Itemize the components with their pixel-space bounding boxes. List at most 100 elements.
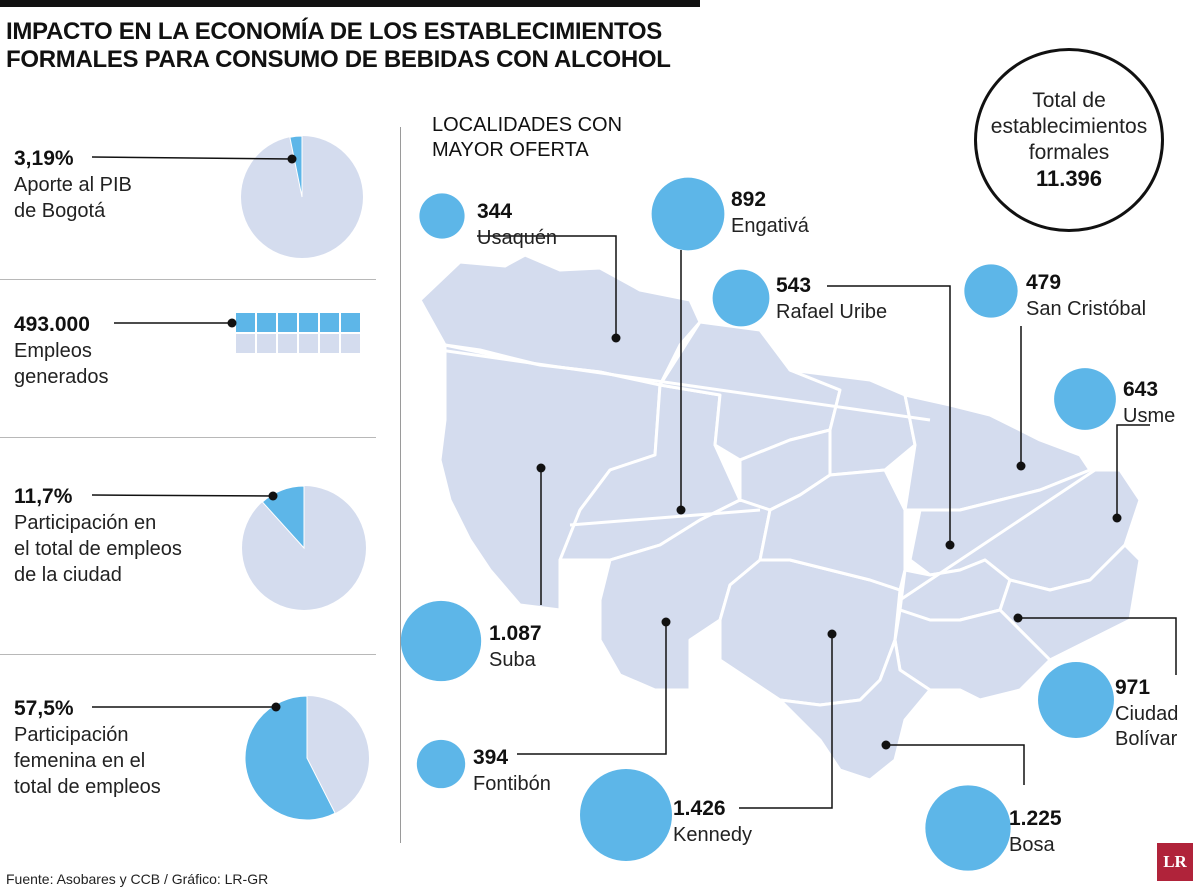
bubble-name: Rafael Uribe xyxy=(776,301,887,323)
indicator-label: de la ciudad xyxy=(14,564,122,586)
bubble-name: Ciudad xyxy=(1115,703,1178,725)
indicator-label: el total de empleos xyxy=(14,538,182,560)
leader-line xyxy=(91,156,293,160)
leader-line xyxy=(827,285,951,545)
indicator-value: 57,5% xyxy=(14,697,74,720)
bubble-name: Bosa xyxy=(1009,834,1055,856)
pictogram-cell xyxy=(299,313,318,332)
locality-san-cristóbal: 479 San Cristóbal xyxy=(964,264,1146,471)
locality-suba: 1.087 Suba xyxy=(400,463,546,682)
bubble xyxy=(925,785,1011,871)
locality-bosa: 1.225 Bosa xyxy=(881,740,1062,871)
bubble xyxy=(580,769,672,861)
locality-fontibón: 394 Fontibón xyxy=(416,617,671,795)
bubble-value: 394 xyxy=(473,746,508,769)
indicator-label: femenina en el xyxy=(14,750,146,772)
indicator-employment: 493.000 Empleos generados xyxy=(14,312,244,390)
divider xyxy=(0,437,376,438)
pictogram-cell xyxy=(257,334,276,353)
bubble-layer: 344 Usaquén 892 Engativá 543 Rafael Uribe 479 S… xyxy=(400,177,1178,871)
pie-slice-highlight xyxy=(261,485,305,550)
leader-dot xyxy=(536,463,546,473)
bubble-value: 543 xyxy=(776,274,811,297)
indicator-label: Aporte al PIB xyxy=(14,174,132,196)
lr-logo: LR xyxy=(1157,843,1193,881)
leader-dot xyxy=(1112,513,1122,523)
leader-dot xyxy=(611,333,621,343)
locality-rafael-uribe: 543 Rafael Uribe xyxy=(712,269,955,550)
bubble-name: Usaquén xyxy=(477,227,557,249)
leader-line xyxy=(517,622,667,755)
leader-dot xyxy=(287,154,297,164)
leader-line xyxy=(886,744,1025,785)
pictogram-cell xyxy=(236,313,255,332)
indicator-pib: 3,19% Aporte al PIB de Bogotá xyxy=(14,146,244,224)
locality-usaquén: 344 Usaquén xyxy=(419,193,621,343)
leader-dot xyxy=(1016,461,1026,471)
indicator-label: Empleos xyxy=(14,340,92,362)
leader-dot xyxy=(881,740,891,750)
indicator-label: total de empleos xyxy=(14,776,161,798)
total-value: 11.396 xyxy=(1035,166,1103,191)
pictogram-cell xyxy=(341,334,360,353)
bubble-name: Usme xyxy=(1123,405,1175,427)
total-label: establecimientos xyxy=(990,115,1148,138)
map-boundary-lines xyxy=(404,343,1096,602)
title-line-2: FORMALES PARA CONSUMO DE BEBIDAS CON ALC… xyxy=(6,46,671,73)
bubble-value: 1.225 xyxy=(1009,807,1062,830)
leader-line xyxy=(739,634,833,809)
indicator-value: 11,7% xyxy=(14,485,73,508)
total-establishments: Total de establecimientos formales 11.39… xyxy=(974,48,1164,232)
bubble-name: Suba xyxy=(489,649,537,671)
indicator-employment-share: 11,7% Participación en el total de emple… xyxy=(14,484,244,588)
locality-kennedy: 1.426 Kennedy xyxy=(580,629,837,861)
title-line-1: IMPACTO EN LA ECONOMÍA DE LOS ESTABLECIM… xyxy=(6,18,663,45)
top-rule xyxy=(0,0,700,7)
pictogram-cell xyxy=(278,313,297,332)
leader-dot xyxy=(227,318,237,328)
page-title: IMPACTO EN LA ECONOMÍA DE LOS ESTABLECIM… xyxy=(6,18,726,74)
indicator-label: Participación xyxy=(14,724,129,746)
map-title-line: LOCALIDADES CON xyxy=(432,114,623,136)
leader-line xyxy=(1018,617,1177,675)
pictogram-grid xyxy=(114,313,360,353)
indicator-female-share: 57,5% Participación femenina en el total… xyxy=(14,696,244,800)
total-label: formales xyxy=(1028,141,1110,164)
leader-dot xyxy=(271,702,281,712)
indicator-label: de Bogotá xyxy=(14,200,106,222)
bubble xyxy=(964,264,1018,318)
leader-line xyxy=(91,494,274,497)
pictogram-cell xyxy=(236,334,255,353)
leader-dot xyxy=(1013,613,1023,623)
bogota-map xyxy=(418,253,1142,782)
indicator-charts xyxy=(91,135,369,821)
bubble xyxy=(416,739,466,789)
indicator-label: Participación en xyxy=(14,512,157,534)
indicator-value: 3,19% xyxy=(14,147,74,170)
pie-chart xyxy=(91,135,363,258)
indicator-value: 493.000 xyxy=(14,313,90,336)
locality-ciudad-bolívar: 971 Ciudad Bolívar xyxy=(1013,613,1178,750)
leader-dot xyxy=(676,505,686,515)
bubble-name: Kennedy xyxy=(673,824,752,846)
total-label: Total de xyxy=(1032,89,1106,112)
bubble-value: 643 xyxy=(1123,378,1158,401)
bubble xyxy=(1038,662,1114,738)
bubble-value: 971 xyxy=(1115,676,1150,699)
leader-dot xyxy=(268,491,278,501)
pie-chart xyxy=(92,695,369,821)
bubble-value: 1.426 xyxy=(673,797,726,820)
column-divider xyxy=(400,127,401,843)
divider xyxy=(0,279,376,280)
bubble xyxy=(419,193,465,239)
bubble xyxy=(651,177,725,251)
leader-dot xyxy=(661,617,671,627)
pictogram-cell xyxy=(341,313,360,332)
bubble xyxy=(1054,368,1116,430)
bubble-name: Engativá xyxy=(731,215,810,237)
bubble-name: San Cristóbal xyxy=(1026,298,1146,320)
map-title: LOCALIDADES CON MAYOR OFERTA xyxy=(432,113,622,163)
indicator-label: generados xyxy=(14,366,109,388)
leader-line xyxy=(1116,424,1150,518)
leader-dot xyxy=(945,540,955,550)
